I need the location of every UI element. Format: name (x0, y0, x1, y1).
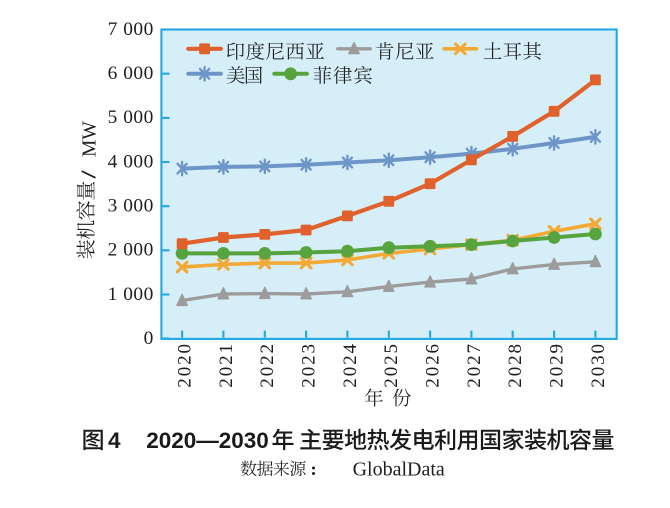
svg-text:GlobalData: GlobalData (353, 458, 445, 480)
svg-text:1 000: 1 000 (108, 284, 154, 305)
svg-text:2020—2030: 2020—2030 (146, 428, 269, 453)
svg-text:7 000: 7 000 (108, 19, 154, 40)
svg-text:4 000: 4 000 (108, 151, 154, 172)
svg-text:3 000: 3 000 (108, 196, 154, 217)
svg-text:2030: 2030 (588, 342, 609, 388)
svg-text:2025: 2025 (381, 342, 402, 388)
svg-text:2028: 2028 (505, 342, 526, 388)
svg-text:2026: 2026 (423, 342, 444, 388)
svg-text:0: 0 (144, 328, 154, 349)
svg-text:6 000: 6 000 (108, 63, 154, 84)
svg-text:2023: 2023 (299, 342, 320, 388)
svg-text:2027: 2027 (464, 342, 485, 388)
svg-text:2029: 2029 (547, 342, 568, 388)
svg-text:4: 4 (108, 428, 121, 453)
svg-text:2022: 2022 (257, 342, 278, 388)
svg-text:2020: 2020 (175, 342, 196, 388)
svg-text:2 000: 2 000 (108, 240, 154, 261)
svg-text:2021: 2021 (216, 342, 237, 388)
svg-text:5 000: 5 000 (108, 107, 154, 128)
svg-text:2024: 2024 (340, 342, 361, 388)
svg-text:MW: MW (80, 121, 101, 157)
